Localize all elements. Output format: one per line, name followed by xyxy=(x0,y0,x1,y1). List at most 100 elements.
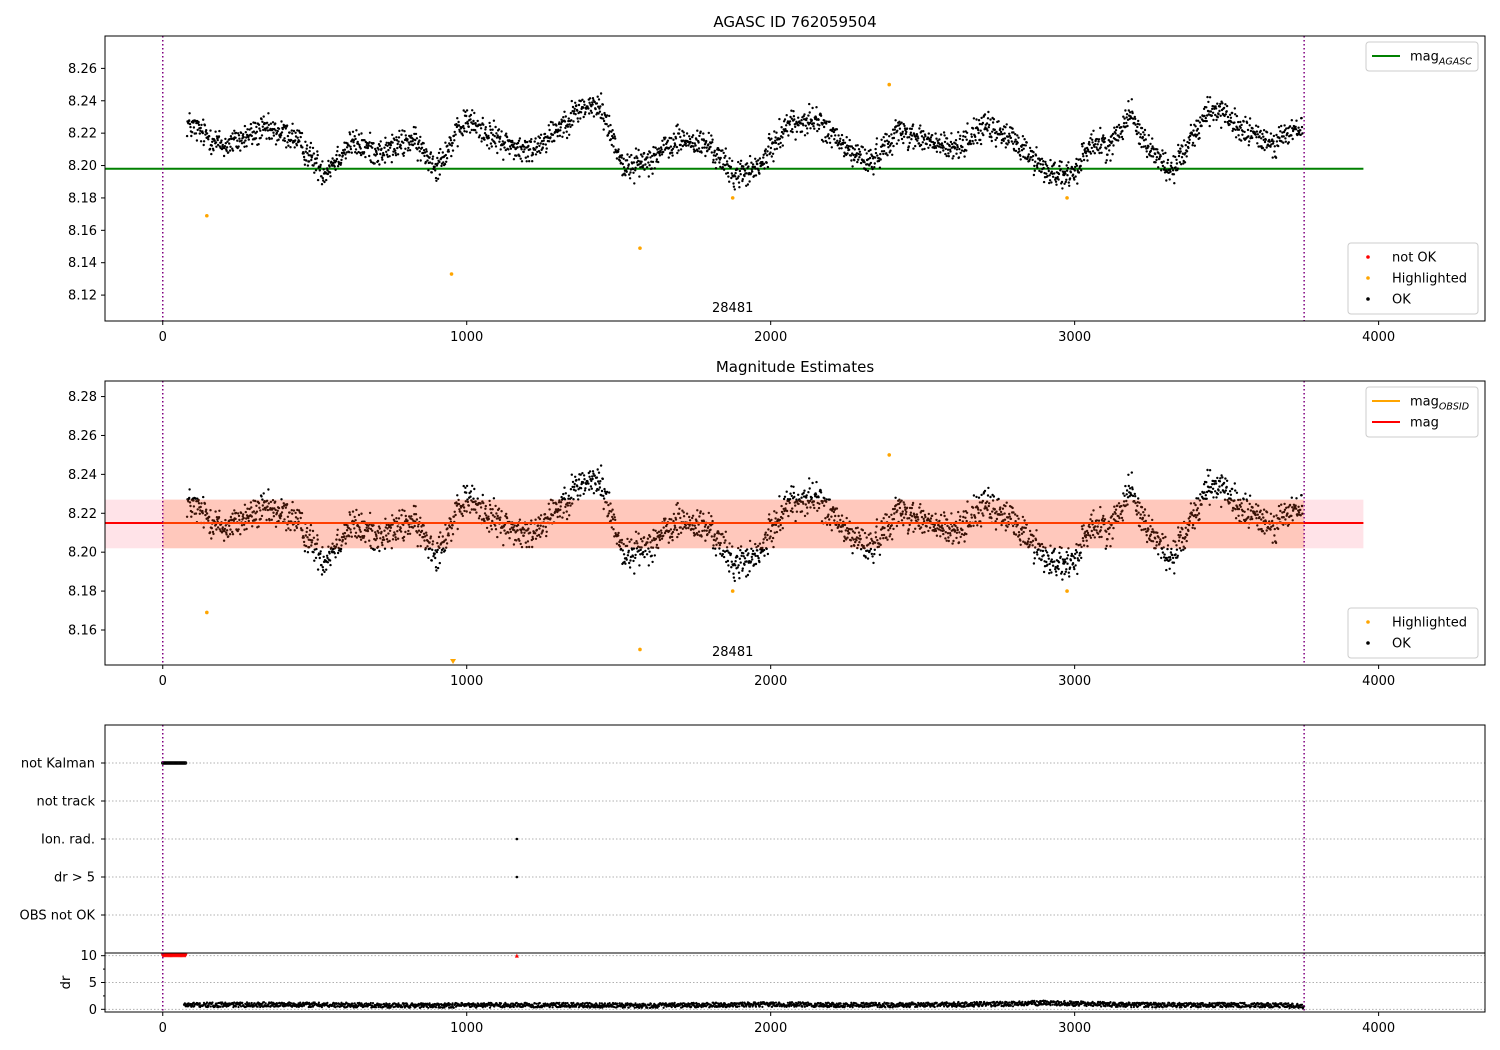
ok-point xyxy=(445,546,448,549)
ok-point xyxy=(785,502,788,505)
ok-point xyxy=(1102,514,1105,518)
ok-point xyxy=(697,141,700,144)
ok-point xyxy=(353,527,356,530)
ok-point xyxy=(444,538,447,541)
ok-point xyxy=(646,153,650,156)
ok-point xyxy=(462,124,465,128)
ok-point xyxy=(710,134,713,137)
ok-point xyxy=(449,139,453,142)
ok-point xyxy=(1006,143,1009,146)
ok-point xyxy=(394,536,397,539)
ok-point xyxy=(286,134,290,138)
ok-point xyxy=(478,134,481,137)
ok-point xyxy=(257,123,261,127)
ok-point xyxy=(658,538,662,542)
ok-point xyxy=(1090,513,1093,516)
ok-point xyxy=(757,544,760,548)
ok-point xyxy=(544,143,547,146)
ok-point xyxy=(631,555,635,558)
ok-point xyxy=(577,120,580,123)
ok-point xyxy=(1106,153,1109,156)
ok-point xyxy=(1057,567,1060,571)
ok-point xyxy=(522,150,525,154)
ok-point xyxy=(554,130,557,134)
ok-point xyxy=(789,492,792,495)
ok-point xyxy=(530,519,533,522)
ok-point xyxy=(375,534,378,538)
ok-point xyxy=(834,514,837,518)
ok-point xyxy=(265,137,268,140)
ok-point xyxy=(1047,167,1050,170)
ok-point xyxy=(339,161,343,165)
ok-point xyxy=(545,151,548,154)
ok-point xyxy=(199,129,202,132)
ok-point xyxy=(958,518,962,522)
ok-point xyxy=(318,556,321,560)
ok-point xyxy=(358,526,361,529)
ok-point xyxy=(717,541,720,545)
ok-point xyxy=(794,519,797,523)
ok-point xyxy=(1196,133,1199,136)
ok-point xyxy=(458,128,461,131)
ok-point xyxy=(1073,169,1077,172)
ok-point xyxy=(446,527,449,530)
ok-point xyxy=(1154,537,1157,540)
ok-point xyxy=(1164,535,1167,539)
ok-point xyxy=(843,523,847,527)
ok-point xyxy=(954,142,957,145)
ok-point xyxy=(1089,536,1093,539)
ok-point xyxy=(352,139,356,142)
ok-point xyxy=(1274,156,1278,159)
ok-point xyxy=(1265,131,1269,134)
ok-point xyxy=(274,143,278,146)
ok-point xyxy=(1171,166,1174,170)
ok-point xyxy=(1235,114,1239,118)
ok-point xyxy=(1121,137,1125,141)
ok-point xyxy=(992,495,996,498)
chart-title: AGASC ID 762059504 xyxy=(713,13,876,31)
ok-point xyxy=(340,151,344,155)
ok-point xyxy=(485,514,488,517)
ok-point xyxy=(1300,125,1304,129)
ok-point xyxy=(1021,515,1025,519)
ok-point xyxy=(887,140,890,144)
ok-point xyxy=(626,153,629,156)
ok-point xyxy=(712,544,715,547)
ok-point xyxy=(431,548,434,551)
ok-point xyxy=(892,136,896,140)
ok-point xyxy=(758,172,761,175)
ok-point xyxy=(260,134,264,137)
ok-point xyxy=(244,131,247,134)
ok-point xyxy=(254,137,258,140)
ok-point xyxy=(584,111,587,114)
ok-point xyxy=(582,106,585,109)
ok-point xyxy=(977,511,980,515)
ok-point xyxy=(456,145,459,148)
ok-point xyxy=(435,569,438,572)
ok-point xyxy=(770,540,773,543)
ok-point xyxy=(438,173,441,176)
ok-point xyxy=(588,475,591,478)
ok-point xyxy=(194,132,198,135)
ok-point xyxy=(363,139,366,142)
ok-point xyxy=(874,151,878,155)
ok-point xyxy=(632,171,635,174)
ok-point xyxy=(373,548,376,551)
ok-point xyxy=(742,555,745,558)
ok-point xyxy=(944,531,947,534)
ok-point xyxy=(356,140,359,144)
ok-point xyxy=(691,516,694,520)
ok-point xyxy=(1051,175,1055,178)
ok-point xyxy=(573,485,576,488)
ok-point xyxy=(1169,164,1173,167)
ok-point xyxy=(859,161,863,165)
ok-point xyxy=(762,541,765,544)
ok-point xyxy=(620,154,624,157)
ok-point xyxy=(660,153,664,156)
ok-point xyxy=(245,517,248,520)
ok-point xyxy=(1080,545,1083,549)
ok-point xyxy=(666,139,670,142)
ok-point xyxy=(934,529,938,533)
ok-point xyxy=(258,506,261,509)
ok-point xyxy=(438,160,441,164)
